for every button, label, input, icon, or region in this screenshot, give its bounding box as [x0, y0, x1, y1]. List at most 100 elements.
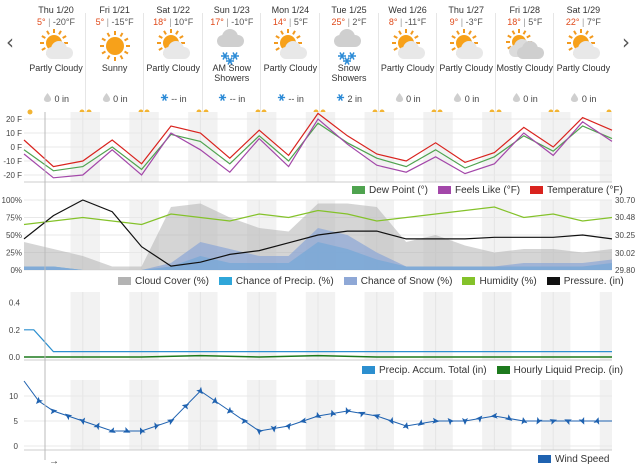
day-precip: 2 in: [320, 93, 378, 104]
day-date: Wed 1/26: [388, 5, 427, 15]
day-column[interactable]: Fri 1/28 18° | 5°F Mostly Cloudy 0 in: [496, 5, 554, 115]
wind-direction-icon: [122, 427, 131, 433]
wind-direction-icon: [154, 422, 161, 430]
wind-direction-icon: [402, 422, 409, 430]
day-precip-amount: 0 in: [54, 94, 70, 104]
series-line-0: [23, 112, 613, 168]
wind-direction-icon: [226, 406, 235, 414]
raindrop-icon: [102, 93, 111, 104]
y-tick-label: 0: [14, 442, 19, 451]
raindrop-icon: [453, 93, 462, 104]
y-tick-label: 20 F: [6, 115, 22, 124]
y-tick-label: 25%: [6, 249, 22, 258]
wind-direction-icon: [475, 415, 483, 423]
legend-item[interactable]: Wind Speed: [538, 454, 609, 465]
day-temps: 22° | 7°F: [565, 17, 601, 27]
wind-direction-icon: [181, 403, 190, 410]
legend-item[interactable]: Precip. Accum. Total (in): [362, 365, 487, 376]
day-condition: Mostly Cloudy: [496, 63, 554, 73]
day-precip-amount: 2 in: [347, 94, 363, 104]
raindrop-icon: [395, 93, 404, 104]
day-low: 10°F: [174, 17, 194, 27]
day-date: Fri 1/28: [509, 5, 541, 15]
series-line-1: [23, 118, 613, 179]
y-tick-label: 0.4: [9, 299, 21, 308]
legend-item[interactable]: Temperature (°F): [530, 185, 623, 196]
wind-direction-icon: [139, 427, 146, 435]
partly-cloudy-icon: [27, 29, 85, 63]
y-tick-label: 50%: [6, 231, 22, 240]
day-column[interactable]: Thu 1/20 5° | -20°F Partly Cloudy 0 in: [27, 5, 85, 115]
partly-cloudy-icon: [379, 29, 437, 63]
day-temps: 17° | -10°F: [210, 17, 254, 27]
next-arrow-button[interactable]: ›: [622, 30, 630, 54]
wind-direction-icon: [387, 416, 394, 425]
day-low: -20°F: [52, 17, 76, 27]
wind-direction-icon: [521, 417, 528, 425]
wind-direction-icon: [241, 418, 249, 424]
wind-direction-icon: [447, 418, 455, 426]
y-tick-label: 30.02: [615, 249, 636, 258]
wind-direction-icon: [256, 428, 264, 436]
legend-swatch: [546, 277, 560, 285]
y-tick-label: 30.25: [615, 231, 636, 240]
temp-legend: Dew Point (°) Feels Like (°F) Temperature …: [342, 185, 623, 196]
day-condition: Partly Cloudy: [29, 63, 83, 73]
series-line-4: [23, 199, 613, 267]
day-low: 7°F: [586, 17, 601, 27]
day-date: Mon 1/24: [271, 5, 310, 15]
wind-direction-icon: [564, 419, 572, 425]
legend-swatch: [462, 277, 476, 285]
day-high: 8°: [388, 17, 398, 27]
legend-item[interactable]: Cloud Cover (%): [118, 276, 209, 287]
legend-item[interactable]: Chance of Precip. (%): [218, 276, 334, 287]
scroll-arrow[interactable]: →: [49, 456, 59, 467]
partly-cloudy-icon: [554, 29, 612, 63]
y-tick-label: 100%: [2, 196, 22, 205]
day-precip-amount: 0 in: [406, 94, 421, 104]
legend-label: Dew Point (°): [369, 185, 429, 196]
legend-item[interactable]: Chance of Snow (%): [343, 276, 453, 287]
y-tick-label: 5: [14, 417, 19, 426]
series-line-3: [23, 206, 613, 226]
day-column[interactable]: Fri 1/21 5° | -15°F Sunny 0 in: [86, 5, 144, 115]
day-column[interactable]: Wed 1/26 8° | -11°F Partly Cloudy 0 in: [379, 5, 437, 115]
day-condition: Partly Cloudy: [146, 63, 200, 73]
legend-label: Wind Speed: [555, 454, 610, 465]
wind-direction-icon: [166, 419, 175, 426]
day-date: Sat 1/22: [156, 5, 190, 15]
day-precip-amount: 0 in: [113, 94, 128, 104]
day-precip: -- in: [261, 93, 319, 104]
wind-direction-icon: [372, 414, 381, 420]
day-precip-amount: 0 in: [464, 94, 480, 104]
sunny-icon: [86, 29, 144, 63]
legend-item[interactable]: Hourly Liquid Precip. (in): [496, 365, 623, 376]
day-column[interactable]: Sat 1/29 22° | 7°F Partly Cloudy 0 in: [554, 5, 612, 115]
legend-label: Chance of Snow (%): [360, 276, 453, 287]
raindrop-icon: [43, 93, 52, 104]
day-condition: Partly Cloudy: [556, 63, 611, 73]
day-column[interactable]: Tue 1/25 25° | 2°F Snow Showers 2 in: [320, 5, 378, 115]
wind-direction-icon: [299, 417, 307, 424]
wind-direction-icon: [79, 417, 86, 425]
wind-chart: 10 5 0: [9, 380, 612, 451]
legend-item[interactable]: Feels Like (°F): [438, 185, 520, 196]
day-temps: 14° | 5°F: [272, 17, 308, 27]
wind-direction-icon: [417, 419, 426, 426]
legend-item[interactable]: Pressure. (in): [546, 276, 624, 287]
y-tick-label: 0.2: [9, 326, 21, 335]
day-precip-amount: -- in: [288, 94, 304, 104]
day-low: 5°F: [528, 17, 543, 27]
y-tick-label: 0%: [10, 266, 22, 275]
day-condition: Partly Cloudy: [439, 63, 493, 73]
day-precip-amount: 0 in: [523, 94, 538, 104]
prev-arrow-button[interactable]: ‹: [6, 30, 14, 54]
legend-item[interactable]: Humidity (%): [462, 276, 537, 287]
wind-direction-icon: [50, 408, 58, 415]
legend-item[interactable]: Dew Point (°): [352, 185, 428, 196]
day-condition: Snow Showers: [331, 63, 367, 83]
day-date: Tue 1/25: [331, 5, 367, 15]
day-date: Fri 1/21: [99, 5, 130, 15]
day-column[interactable]: Sat 1/22 18° | 10°F Partly Cloudy -- in: [144, 5, 202, 115]
